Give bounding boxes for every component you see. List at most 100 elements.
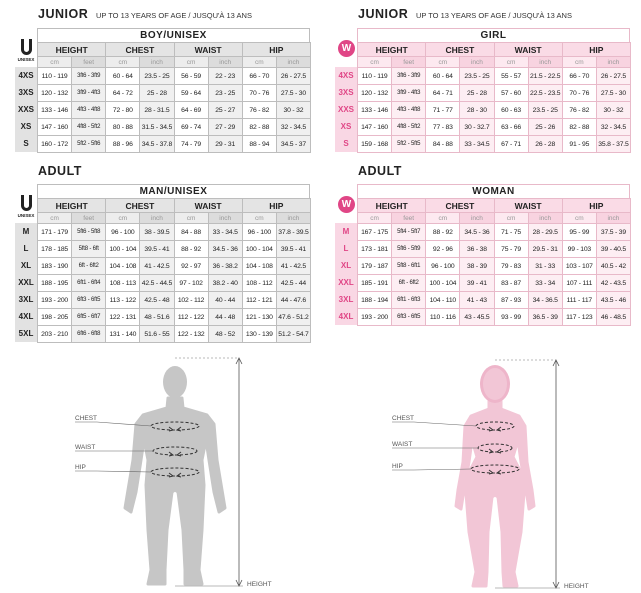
size-cell: 35.8 - 37.5: [595, 135, 631, 153]
size-cell: 130 - 139: [241, 325, 277, 343]
size-label: 3XL: [335, 291, 357, 309]
table-title: WOMAN: [357, 184, 630, 199]
size-cell: 34.5 - 37: [275, 135, 311, 153]
size-cell: 5ft6 - 5ft9: [391, 240, 427, 258]
size-cell: 104 - 110: [425, 291, 461, 309]
size-cell: 107 - 111: [561, 274, 597, 292]
section-heading: JUNIOR: [358, 7, 409, 21]
size-cell: 26 - 27.5: [595, 67, 631, 85]
size-cell: 178 - 185: [37, 240, 73, 258]
size-cell: 97 - 102: [173, 274, 209, 292]
size-cell: 48 - 52: [207, 325, 243, 343]
label-leader: [392, 421, 477, 427]
measure-label: CHEST: [392, 415, 414, 422]
size-cell: 34 - 36.5: [527, 291, 563, 309]
size-cell: 41 - 42.5: [139, 257, 175, 275]
column-header: HEIGHT: [357, 198, 427, 213]
size-cell: 104 - 108: [241, 257, 277, 275]
size-cell: 185 - 191: [357, 274, 393, 292]
size-cell: 4ft8 - 5ft2: [391, 118, 427, 136]
size-label: S: [335, 135, 357, 153]
column-header: WAIST: [173, 198, 243, 213]
measure-loop: [470, 464, 520, 474]
size-cell: 188 - 194: [357, 291, 393, 309]
section-heading: ADULT: [358, 164, 402, 178]
size-cell: 100 - 104: [105, 240, 141, 258]
size-cell: 5ft8 - 6ft: [71, 240, 107, 258]
size-cell: 6ft1 - 6ft3: [391, 291, 427, 309]
size-cell: 72 - 80: [105, 101, 141, 119]
column-header: CHEST: [105, 198, 175, 213]
column-header: HIP: [241, 198, 311, 213]
size-cell: 102 - 112: [173, 291, 209, 309]
size-cell: 120 - 132: [37, 84, 73, 102]
size-cell: 179 - 187: [357, 257, 393, 275]
size-cell: 23.5 - 25: [139, 67, 175, 85]
size-cell: 6ft5 - 6ft7: [71, 308, 107, 326]
size-cell: 133 - 146: [37, 101, 73, 119]
unisex-icon-label: UNISEX: [17, 57, 35, 62]
table-title: MAN/UNISEX: [37, 184, 310, 199]
height-label: HEIGHT: [564, 583, 589, 590]
size-cell: 27 - 29: [207, 118, 243, 136]
size-cell: 46 - 48.5: [595, 308, 631, 326]
size-cell: 39.5 - 41: [139, 240, 175, 258]
size-cell: 110 - 119: [37, 67, 73, 85]
size-cell: 100 - 104: [241, 240, 277, 258]
size-cell: 60 - 64: [425, 67, 461, 85]
size-cell: 96 - 100: [425, 257, 461, 275]
size-cell: 71 - 75: [493, 223, 529, 241]
column-header: HEIGHT: [37, 42, 107, 57]
size-cell: 48 - 51.6: [139, 308, 175, 326]
size-cell: 92 - 97: [173, 257, 209, 275]
size-cell: 26 - 28: [527, 135, 563, 153]
size-cell: 60 - 64: [105, 67, 141, 85]
size-cell: 5ft6 - 5ft8: [71, 223, 107, 241]
size-cell: 3ft6 - 3ft9: [71, 67, 107, 85]
size-cell: 6ft6 - 6ft8: [71, 325, 107, 343]
size-cell: 96 - 100: [241, 223, 277, 241]
size-label: XS: [15, 118, 37, 136]
size-cell: 121 - 130: [241, 308, 277, 326]
size-label: L: [335, 240, 357, 258]
size-cell: 33 - 34: [527, 274, 563, 292]
size-label: 4XS: [15, 67, 37, 85]
height-label: HEIGHT: [247, 581, 272, 588]
size-cell: 33 - 34.5: [459, 135, 495, 153]
size-cell: 131 - 140: [105, 325, 141, 343]
size-cell: 203 - 210: [37, 325, 73, 343]
measure-label: HIP: [75, 464, 86, 471]
size-cell: 183 - 190: [37, 257, 73, 275]
size-label: L: [15, 240, 37, 258]
measure-arrow: [488, 469, 502, 475]
size-cell: 38 - 39: [459, 257, 495, 275]
size-cell: 112 - 121: [241, 291, 277, 309]
label-leader: [392, 468, 472, 471]
size-cell: 51.6 - 55: [139, 325, 175, 343]
size-cell: 25 - 28: [139, 84, 175, 102]
column-header: CHEST: [425, 42, 495, 57]
size-cell: 47.6 - 51.2: [275, 308, 311, 326]
size-cell: 40 - 44: [207, 291, 243, 309]
size-cell: 167 - 175: [357, 223, 393, 241]
size-label: XXS: [335, 101, 357, 119]
column-header: HEIGHT: [357, 42, 427, 57]
unisex-icon-shape: [21, 39, 32, 55]
measure-loop: [475, 421, 515, 431]
size-cell: 23 - 25: [207, 84, 243, 102]
size-cell: 103 - 107: [561, 257, 597, 275]
size-cell: 28 - 30: [459, 101, 495, 119]
size-cell: 5ft2 - 5ft5: [391, 135, 427, 153]
body-silhouette: [454, 398, 536, 588]
size-cell: 100 - 104: [425, 274, 461, 292]
size-cell: 44 - 47.6: [275, 291, 311, 309]
size-cell: 34.5 - 36: [459, 223, 495, 241]
size-cell: 83 - 87: [493, 274, 529, 292]
measure-arrow: [488, 426, 502, 432]
size-cell: 147 - 160: [357, 118, 393, 136]
column-header: HIP: [561, 198, 631, 213]
size-cell: 64 - 72: [105, 84, 141, 102]
size-cell: 57 - 60: [493, 84, 529, 102]
size-cell: 34.5 - 36: [207, 240, 243, 258]
